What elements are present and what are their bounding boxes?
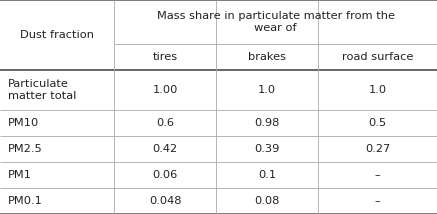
Text: 0.39: 0.39 — [254, 144, 280, 154]
Text: 0.98: 0.98 — [254, 118, 280, 128]
Text: 0.1: 0.1 — [258, 170, 276, 180]
Text: tires: tires — [153, 52, 178, 62]
Text: 1.0: 1.0 — [258, 85, 276, 95]
Text: 0.5: 0.5 — [368, 118, 387, 128]
Text: Particulate
matter total: Particulate matter total — [8, 79, 76, 101]
Text: 0.6: 0.6 — [156, 118, 174, 128]
Text: –: – — [375, 196, 380, 206]
Text: 0.06: 0.06 — [153, 170, 178, 180]
Text: 0.42: 0.42 — [153, 144, 178, 154]
Text: Mass share in particulate matter from the
wear of: Mass share in particulate matter from th… — [156, 11, 395, 33]
Text: road surface: road surface — [342, 52, 413, 62]
Text: 0.048: 0.048 — [149, 196, 181, 206]
Text: 1.0: 1.0 — [368, 85, 387, 95]
Text: brakes: brakes — [248, 52, 286, 62]
Text: PM0.1: PM0.1 — [8, 196, 43, 206]
Text: PM10: PM10 — [8, 118, 39, 128]
Text: 0.27: 0.27 — [365, 144, 390, 154]
Text: 0.08: 0.08 — [254, 196, 280, 206]
Text: PM1: PM1 — [8, 170, 32, 180]
Text: PM2.5: PM2.5 — [8, 144, 43, 154]
Text: Dust fraction: Dust fraction — [20, 30, 94, 40]
Text: –: – — [375, 170, 380, 180]
Text: 1.00: 1.00 — [153, 85, 178, 95]
